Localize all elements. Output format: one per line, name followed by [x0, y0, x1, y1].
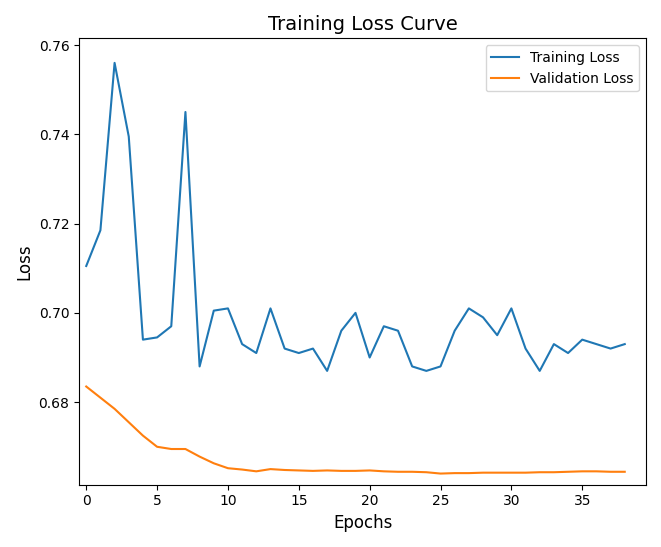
- Validation Loss: [125, 419, 133, 426]
- Validation Loss: [536, 469, 544, 475]
- Validation Loss: [253, 468, 260, 475]
- Training Loss: [422, 368, 430, 374]
- Validation Loss: [436, 470, 444, 477]
- Validation Loss: [621, 468, 629, 475]
- Training Loss: [366, 354, 373, 361]
- Training Loss: [465, 305, 473, 312]
- Training Loss: [266, 305, 274, 312]
- Validation Loss: [266, 466, 274, 473]
- Training Loss: [493, 332, 501, 339]
- Validation Loss: [508, 469, 516, 476]
- Training Loss: [621, 341, 629, 347]
- Training Loss: [352, 310, 360, 316]
- Validation Loss: [578, 468, 586, 475]
- Line: Training Loss: Training Loss: [86, 63, 625, 371]
- Validation Loss: [366, 467, 373, 474]
- Validation Loss: [182, 446, 190, 452]
- Validation Loss: [295, 467, 303, 474]
- Validation Loss: [352, 468, 360, 474]
- Validation Loss: [522, 469, 529, 476]
- Validation Loss: [564, 468, 572, 475]
- Validation Loss: [394, 468, 402, 475]
- Training Loss: [479, 314, 487, 321]
- Training Loss: [97, 227, 104, 234]
- Validation Loss: [408, 468, 416, 475]
- Validation Loss: [309, 468, 317, 474]
- Training Loss: [82, 263, 90, 269]
- Training Loss: [110, 60, 118, 66]
- Y-axis label: Loss: Loss: [15, 243, 33, 280]
- Training Loss: [139, 336, 147, 343]
- Validation Loss: [97, 394, 104, 401]
- Validation Loss: [238, 466, 246, 473]
- Validation Loss: [82, 383, 90, 390]
- Validation Loss: [110, 405, 118, 412]
- Validation Loss: [592, 468, 600, 475]
- Training Loss: [153, 334, 161, 341]
- Training Loss: [309, 345, 317, 352]
- Training Loss: [536, 368, 544, 374]
- Training Loss: [508, 305, 516, 312]
- Validation Loss: [465, 470, 473, 476]
- Validation Loss: [167, 446, 175, 452]
- Training Loss: [281, 345, 289, 352]
- Validation Loss: [451, 470, 459, 476]
- Training Loss: [238, 341, 246, 347]
- Validation Loss: [139, 432, 147, 439]
- Training Loss: [380, 323, 388, 329]
- Title: Training Loss Curve: Training Loss Curve: [268, 15, 457, 34]
- Training Loss: [394, 328, 402, 334]
- Validation Loss: [607, 468, 615, 475]
- Training Loss: [224, 305, 232, 312]
- Training Loss: [607, 345, 615, 352]
- Training Loss: [337, 328, 345, 334]
- Validation Loss: [380, 468, 388, 475]
- Training Loss: [578, 336, 586, 343]
- Validation Loss: [422, 469, 430, 475]
- Training Loss: [210, 307, 217, 314]
- X-axis label: Epochs: Epochs: [333, 514, 392, 532]
- Validation Loss: [210, 460, 217, 467]
- Validation Loss: [281, 467, 289, 473]
- Legend: Training Loss, Validation Loss: Training Loss, Validation Loss: [486, 45, 639, 91]
- Validation Loss: [337, 468, 345, 474]
- Training Loss: [522, 345, 529, 352]
- Validation Loss: [224, 465, 232, 472]
- Validation Loss: [479, 469, 487, 476]
- Training Loss: [182, 109, 190, 115]
- Training Loss: [196, 363, 204, 370]
- Validation Loss: [550, 469, 558, 475]
- Training Loss: [550, 341, 558, 347]
- Training Loss: [253, 350, 260, 356]
- Training Loss: [592, 341, 600, 347]
- Training Loss: [295, 350, 303, 356]
- Line: Validation Loss: Validation Loss: [86, 387, 625, 474]
- Training Loss: [564, 350, 572, 356]
- Training Loss: [408, 363, 416, 370]
- Training Loss: [125, 133, 133, 140]
- Validation Loss: [323, 467, 331, 474]
- Validation Loss: [153, 444, 161, 450]
- Validation Loss: [493, 469, 501, 476]
- Training Loss: [323, 368, 331, 374]
- Training Loss: [436, 363, 444, 370]
- Training Loss: [451, 328, 459, 334]
- Training Loss: [167, 323, 175, 329]
- Validation Loss: [196, 453, 204, 460]
